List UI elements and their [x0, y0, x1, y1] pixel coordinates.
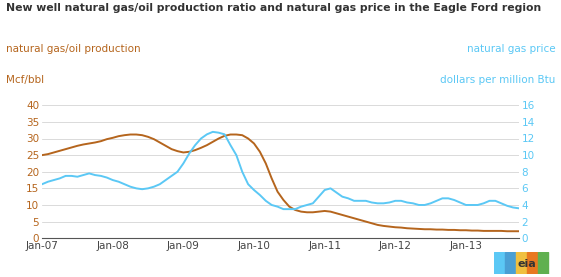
- Text: dollars per million Btu: dollars per million Btu: [440, 75, 555, 85]
- Text: natural gas price: natural gas price: [467, 44, 555, 54]
- Text: natural gas/oil production: natural gas/oil production: [6, 44, 140, 54]
- Text: Mcf/bbl: Mcf/bbl: [6, 75, 44, 85]
- Bar: [505, 252, 514, 274]
- Text: New well natural gas/oil production ratio and natural gas price in the Eagle For: New well natural gas/oil production rati…: [6, 3, 541, 13]
- Bar: [494, 252, 504, 274]
- Bar: [516, 252, 526, 274]
- Bar: [538, 252, 548, 274]
- Bar: [527, 252, 537, 274]
- Text: eia: eia: [517, 259, 536, 269]
